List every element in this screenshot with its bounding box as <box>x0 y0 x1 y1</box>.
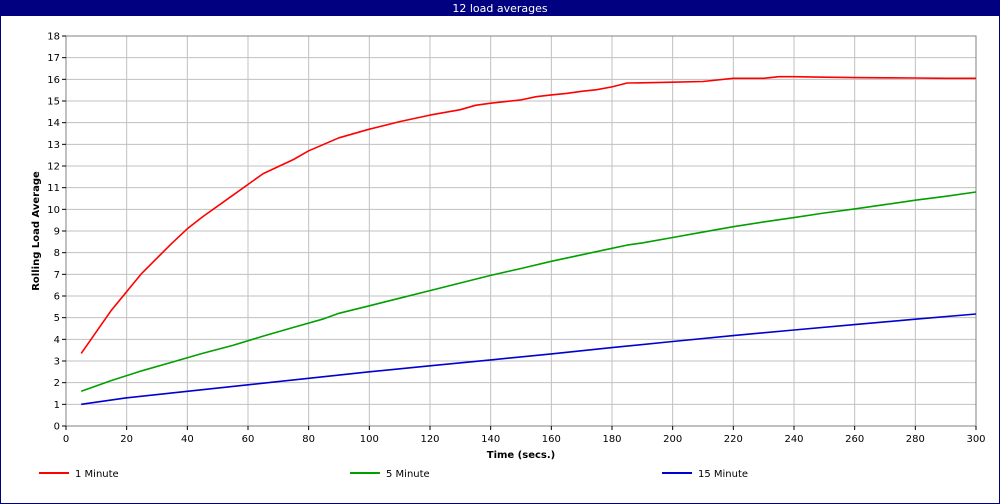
x-tick-label: 80 <box>302 434 315 445</box>
x-tick-label: 200 <box>663 434 682 445</box>
x-tick-label: 120 <box>420 434 439 445</box>
x-tick-label: 140 <box>481 434 500 445</box>
y-tick-label: 5 <box>54 313 60 324</box>
legend-label: 15 Minute <box>698 469 748 480</box>
y-axis-label: Rolling Load Average <box>31 171 42 291</box>
x-tick-label: 160 <box>542 434 561 445</box>
y-tick-label: 17 <box>47 53 60 64</box>
x-tick-label: 280 <box>906 434 925 445</box>
y-tick-label: 8 <box>54 248 60 259</box>
y-tick-label: 7 <box>54 270 60 281</box>
y-tick-label: 18 <box>47 32 60 43</box>
chart-title: 12 load averages <box>1 1 999 16</box>
x-tick-label: 40 <box>181 434 194 445</box>
x-tick-label: 20 <box>120 434 133 445</box>
x-tick-label: 180 <box>602 434 621 445</box>
x-tick-label: 100 <box>360 434 379 445</box>
y-tick-label: 10 <box>47 205 60 216</box>
y-tick-label: 4 <box>54 335 60 346</box>
series-lines <box>80 75 977 406</box>
y-tick-label: 0 <box>54 422 60 433</box>
y-tick-label: 12 <box>47 162 60 173</box>
legend-label: 1 Minute <box>75 469 119 480</box>
y-tick-label: 6 <box>54 292 60 303</box>
x-tick-label: 240 <box>784 434 803 445</box>
y-tick-label: 1 <box>54 400 60 411</box>
series-line-1 <box>80 75 976 354</box>
y-tick-label: 3 <box>54 357 60 368</box>
x-tick-label: 0 <box>63 434 69 445</box>
series-line-2 <box>80 191 977 393</box>
y-tick-label: 15 <box>47 97 60 108</box>
y-tick-label: 16 <box>47 75 60 86</box>
x-axis: 0 20 40 60 80 100 120 140 160 180 200 220 240 260 280 3… <box>63 426 986 445</box>
series-line-3 <box>81 313 977 406</box>
x-tick-label: 220 <box>724 434 743 445</box>
y-tick-label: 9 <box>54 227 60 238</box>
y-tick-label: 2 <box>54 378 60 389</box>
x-tick-label: 260 <box>845 434 864 445</box>
y-tick-label: 14 <box>47 118 60 129</box>
grid <box>65 35 977 427</box>
y-tick-label: 11 <box>47 183 60 194</box>
legend: 1 Minute 5 Minute 15 Minute <box>39 469 748 480</box>
x-tick-label: 60 <box>242 434 255 445</box>
legend-label: 5 Minute <box>386 469 430 480</box>
y-tick-label: 13 <box>47 140 60 151</box>
x-axis-label: Time (secs.) <box>487 450 556 461</box>
x-tick-label: 300 <box>966 434 985 445</box>
